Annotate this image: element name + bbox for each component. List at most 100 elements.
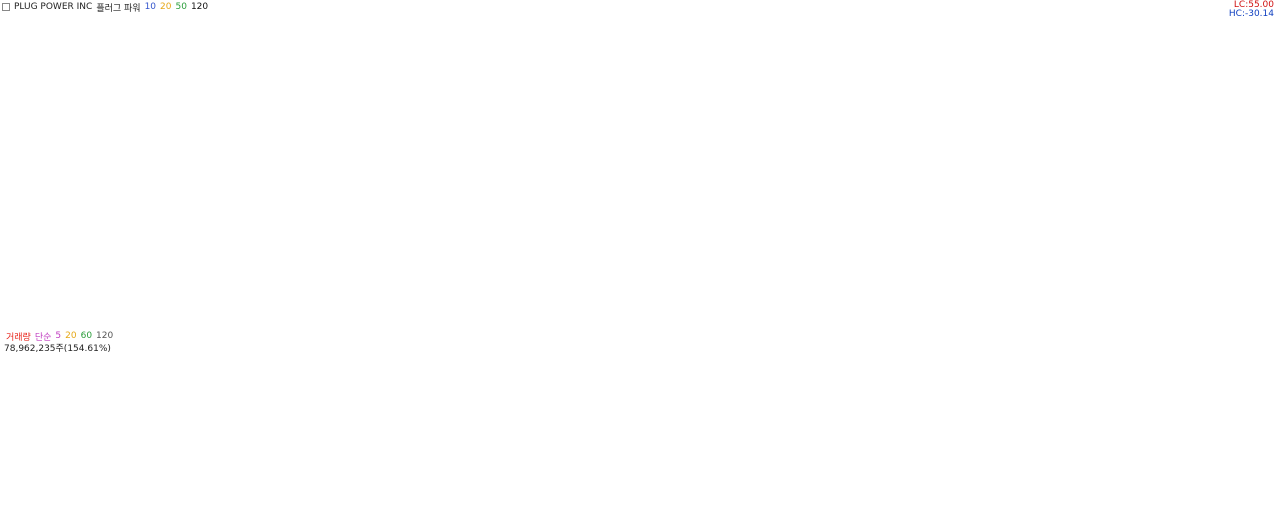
volume-bar — [1059, 458, 1067, 490]
candle-body — [613, 233, 621, 244]
candle-body — [1194, 250, 1201, 257]
candle-body — [406, 200, 413, 208]
volume-readout: 78,962,235주(154.61%) — [4, 344, 111, 354]
volume-tick-label: 60,000K — [1240, 419, 1274, 428]
ma-50-label[interactable]: 50 — [175, 2, 187, 12]
candle-body — [240, 183, 247, 217]
candle-body — [43, 91, 50, 98]
volume-bar — [955, 445, 963, 490]
candle-body — [385, 109, 393, 129]
volume-ma-120-line — [5, 442, 1229, 448]
volume-bar — [427, 451, 434, 490]
last-volume-pct-label: 154.61% — [1239, 407, 1275, 416]
ma-20-label[interactable]: 20 — [160, 2, 172, 12]
candle-body — [375, 95, 382, 113]
volume-bar — [230, 457, 237, 490]
price-tick-label: 2.4000 — [1240, 204, 1268, 213]
volume-bar — [437, 445, 444, 490]
candle-body — [313, 183, 320, 185]
price-tick-label: 3.9000 — [1240, 20, 1268, 29]
candle-body — [1049, 242, 1056, 251]
volume-bar — [686, 458, 693, 490]
volume-bar — [1184, 441, 1191, 490]
ma-120-label[interactable]: 120 — [190, 2, 209, 12]
volume-bar — [1204, 452, 1212, 490]
candle-body — [478, 211, 486, 218]
volume-bar — [655, 451, 662, 490]
candle-body — [74, 103, 81, 135]
candle-body — [157, 168, 164, 180]
volume-bar — [292, 449, 299, 490]
volume-bar — [1194, 440, 1201, 490]
price-tick-label: 1.5000 — [1240, 314, 1268, 323]
candle-body — [655, 236, 662, 244]
candle-body — [727, 274, 735, 282]
chart-mode-label[interactable]: 플러그 파워 — [96, 3, 141, 14]
volume-bar — [841, 455, 849, 490]
volume-ma-60-label[interactable]: 60 — [80, 331, 93, 341]
volume-bar — [603, 450, 610, 490]
volume-bar — [95, 452, 102, 490]
volume-ma-120-label[interactable]: 120 — [96, 331, 114, 341]
ma-20-line — [5, 120, 1230, 271]
candle-body — [686, 237, 693, 245]
volume-ma-5-label[interactable]: 5 — [55, 331, 62, 341]
candle-body — [676, 236, 683, 239]
collapse-icon[interactable] — [2, 3, 10, 11]
volume-bar — [447, 443, 455, 490]
candle-body — [966, 234, 973, 248]
volume-bar — [831, 450, 838, 490]
candle-body — [136, 138, 144, 155]
volume-bar — [976, 446, 984, 490]
candle-body — [468, 203, 476, 212]
candle-body — [738, 271, 745, 288]
volume-bar — [914, 451, 921, 490]
volume-bar — [489, 433, 496, 490]
last-volume-tag — [1236, 395, 1278, 407]
candle-body — [188, 193, 196, 211]
volume-bar — [313, 460, 320, 490]
volume-bar — [582, 441, 590, 490]
candle-body — [344, 149, 351, 164]
candle-body — [396, 122, 403, 145]
volume-bar — [966, 438, 973, 490]
volume-bar — [530, 438, 538, 490]
volume-ma-type[interactable]: 단순 — [34, 332, 52, 343]
volume-ma-60-line — [5, 439, 1229, 448]
candle-body — [1142, 242, 1150, 245]
candle-body — [84, 129, 92, 137]
candle-body — [53, 80, 61, 84]
candle-body — [281, 201, 289, 223]
candle-body — [790, 271, 797, 291]
volume-bar — [105, 463, 113, 490]
volume-bar — [748, 463, 756, 490]
candle-body — [147, 154, 154, 172]
candle-body — [416, 193, 424, 205]
candle-body — [914, 249, 921, 256]
ma-10-label[interactable]: 10 — [144, 2, 157, 12]
candle-body — [665, 232, 673, 246]
volume-bar — [1070, 455, 1077, 490]
volume-bar — [478, 432, 486, 490]
symbol-name[interactable]: PLUG POWER INC — [14, 2, 93, 12]
volume-bar — [1163, 448, 1170, 490]
volume-bar — [779, 455, 787, 490]
candle-body — [551, 236, 558, 249]
volume-ma-20-label[interactable]: 20 — [65, 331, 77, 341]
volume-bar — [561, 448, 569, 490]
volume-title[interactable]: 거래량 — [6, 332, 31, 343]
volume-tick-label: 40,000K — [1240, 441, 1274, 450]
candle-body — [603, 244, 610, 251]
candle-body — [126, 128, 133, 144]
volume-bar — [717, 457, 724, 490]
candle-body — [1215, 247, 1222, 260]
candle-body — [209, 207, 216, 212]
volume-bar — [800, 445, 807, 490]
volume-bar — [1142, 434, 1150, 490]
candle-body — [1101, 232, 1108, 253]
volume-bar — [344, 439, 351, 490]
volume-bar — [375, 431, 382, 490]
candle-body — [935, 249, 942, 255]
volume-bar — [624, 449, 631, 490]
